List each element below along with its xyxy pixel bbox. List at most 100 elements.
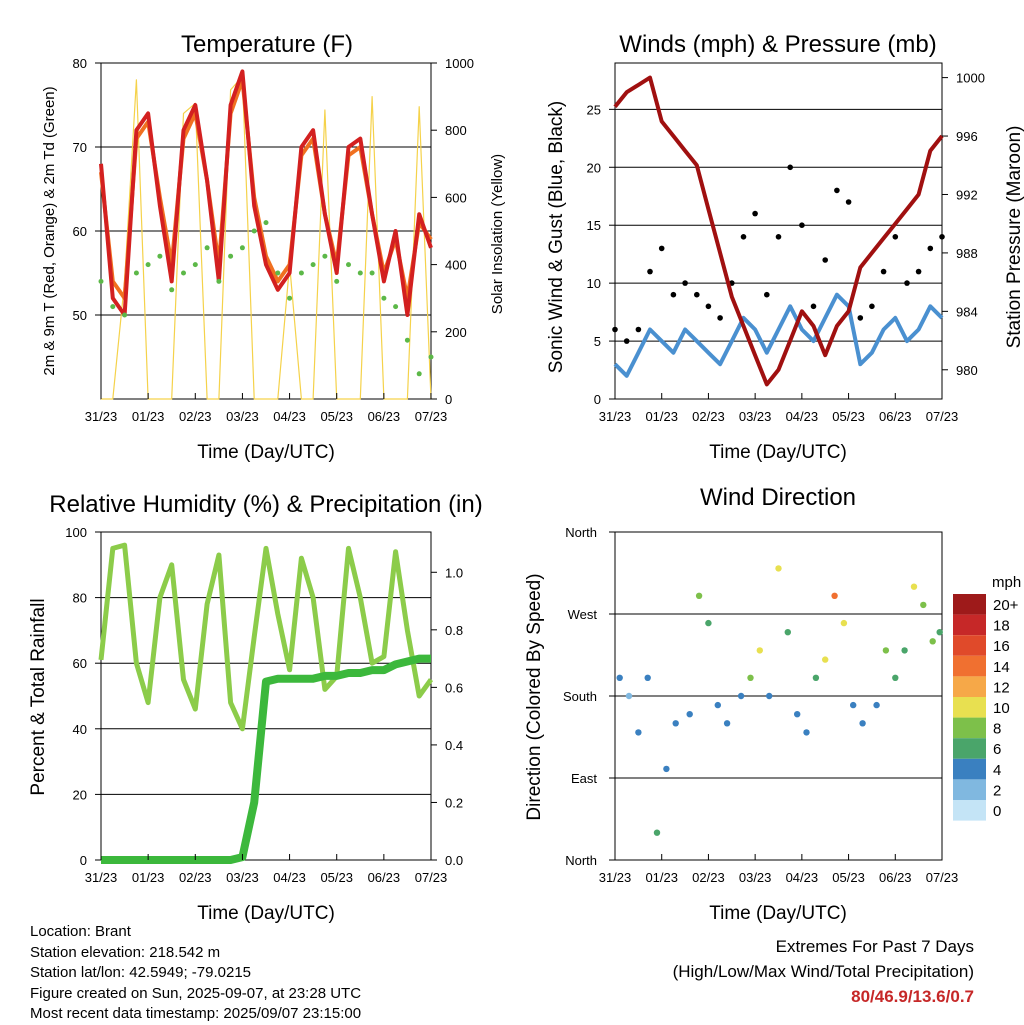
dewpoint-point xyxy=(334,278,340,284)
x-tick-label: 01/23 xyxy=(645,870,678,885)
dewpoint-point xyxy=(357,270,363,276)
winds-ticks: 31/23 01/23 02/23 03/23 04/23 05/23 06/23 07/23… xyxy=(587,71,985,424)
gust-point xyxy=(869,303,875,310)
y2-tick-label: 0.0 xyxy=(445,853,463,868)
dewpoint-point xyxy=(251,228,257,234)
direction-point xyxy=(686,711,693,718)
direction-point xyxy=(653,829,661,836)
legend-swatch xyxy=(953,655,986,677)
dewpoint-point xyxy=(310,262,316,268)
y2-tick-label: 1.0 xyxy=(445,565,463,580)
y-tick-label: 50 xyxy=(73,308,87,323)
direction-point xyxy=(936,629,943,636)
gust-point xyxy=(658,245,665,252)
recent-timestamp: Most recent data timestamp: 2025/09/07 2… xyxy=(30,1005,362,1022)
x-tick-label: 31/23 xyxy=(599,870,632,885)
x-tick-label: 02/23 xyxy=(179,409,212,424)
extremes-subtitle: (High/Low/Max Wind/Total Precipitation) xyxy=(672,962,974,981)
y-tick-label: 100 xyxy=(65,525,87,540)
humidity-ticks: 31/23 01/23 02/23 03/23 04/23 05/23 06/23 07/23… xyxy=(65,525,463,885)
y2-tick-label: 0 xyxy=(445,392,452,407)
direction-point xyxy=(644,674,651,681)
legend-label: 18 xyxy=(993,618,1010,635)
legend-label: 8 xyxy=(993,721,1001,738)
legend-swatch xyxy=(953,614,986,636)
y-tick-label: 0 xyxy=(80,853,87,868)
gust-point xyxy=(822,257,828,263)
gust-point xyxy=(787,164,793,171)
legend-label: 12 xyxy=(993,679,1010,696)
temperature-grid xyxy=(101,146,431,316)
temperature-title: Temperature (F) xyxy=(181,31,353,58)
solar-insolation-line xyxy=(101,75,432,400)
dewpoint-point xyxy=(393,304,399,310)
dewpoint-point xyxy=(381,295,387,301)
y2-tick-label: 984 xyxy=(956,304,978,319)
x-tick-label: 04/23 xyxy=(786,409,819,424)
gust-point xyxy=(845,199,852,205)
winds-panel: 31/23 01/23 02/23 03/23 04/23 05/23 06/23 07/23… xyxy=(546,62,1024,463)
dewpoint-point xyxy=(133,270,139,276)
y2-tick-label: 600 xyxy=(445,190,467,205)
direction-point xyxy=(737,692,745,700)
gust-point xyxy=(904,280,910,286)
dewpoint-point xyxy=(322,253,328,259)
extremes-title: Extremes For Past 7 Days xyxy=(775,937,974,956)
y-tick-label: 80 xyxy=(73,591,87,606)
y-tick-label: 25 xyxy=(587,102,601,117)
legend-swatch xyxy=(953,697,986,718)
gust-point xyxy=(927,245,934,252)
dewpoint-point xyxy=(346,262,351,268)
winds-title: Winds (mph) & Pressure (mb) xyxy=(619,31,936,58)
legend-label: 2 xyxy=(993,782,1001,799)
gust-point xyxy=(810,303,817,310)
gust-point xyxy=(939,234,945,240)
temperature-ticks: 31/23 01/23 02/23 03/23 04/23 05/23 06/23 07/23… xyxy=(73,56,474,424)
dewpoint-point xyxy=(169,287,175,293)
winds-grid xyxy=(615,108,942,342)
gust-point xyxy=(670,291,677,298)
dewpoint-point xyxy=(369,270,375,276)
extremes-values: 80/46.9/13.6/0.7 xyxy=(851,987,974,1006)
speed-legend: mph 20+ 18 16 14 12 10 8 6 4 2 0 xyxy=(953,574,1021,821)
x-tick-label: 04/23 xyxy=(273,409,306,424)
humidity-series xyxy=(98,542,434,864)
direction-point xyxy=(714,701,721,709)
y2-tick-label: 0.8 xyxy=(445,623,463,638)
gust-point xyxy=(775,234,782,240)
y2-tick-label: 980 xyxy=(956,363,978,378)
gust-point xyxy=(612,326,618,333)
x-tick-label: 07/23 xyxy=(926,870,959,885)
y2-tick-label: 400 xyxy=(445,258,467,273)
y-tick-label: 40 xyxy=(73,722,87,737)
winds-plot-frame xyxy=(614,62,943,400)
humidity-panel: 31/23 01/23 02/23 03/23 04/23 05/23 06/23 07/23… xyxy=(28,525,463,924)
direction-point xyxy=(635,729,642,736)
x-tick-label: 01/23 xyxy=(132,409,165,424)
y-tick-label: 80 xyxy=(73,56,87,71)
y-tick-label: 15 xyxy=(587,218,601,233)
gust-point xyxy=(915,268,922,275)
legend-label: 6 xyxy=(993,741,1001,758)
x-tick-label: 02/23 xyxy=(692,870,725,885)
dewpoint-point xyxy=(157,253,163,259)
y-tick-label: 20 xyxy=(587,160,601,175)
direction-point xyxy=(625,692,633,700)
dewpoint-point xyxy=(98,278,104,284)
gust-point xyxy=(764,291,770,298)
x-tick-label: 07/23 xyxy=(926,409,959,424)
legend-swatch xyxy=(953,635,986,656)
x-tick-label: 05/23 xyxy=(832,409,865,424)
y-tick-label: 70 xyxy=(73,140,87,155)
x-tick-label: 31/23 xyxy=(599,409,632,424)
gust-point xyxy=(740,234,747,240)
x-tick-label: 03/23 xyxy=(739,409,772,424)
temperature-ylabel-right: Solar Insolation (Yellow) xyxy=(489,154,506,314)
x-tick-label: 04/23 xyxy=(273,870,306,885)
x-tick-label: 03/23 xyxy=(226,870,259,885)
humidity-line xyxy=(98,542,434,732)
legend-label: 20+ xyxy=(993,597,1019,614)
dewpoint-point xyxy=(181,270,186,276)
